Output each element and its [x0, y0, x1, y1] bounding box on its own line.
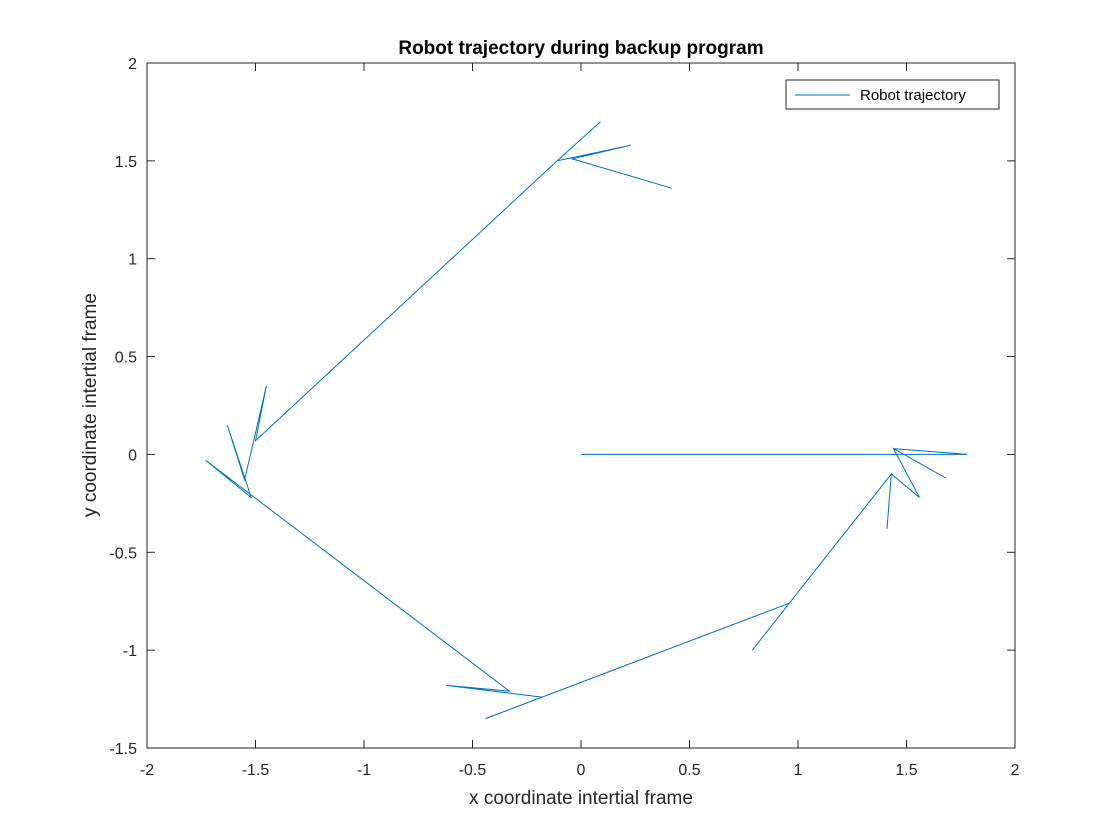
y-tick-label: -0.5 — [109, 545, 137, 562]
x-tick-label: 0 — [577, 762, 586, 779]
x-tick-label: 2 — [1011, 762, 1020, 779]
y-tick-label: 0.5 — [115, 350, 137, 367]
x-tick-label: 1.5 — [895, 762, 917, 779]
legend-entry-label: Robot trajectory — [860, 87, 966, 104]
x-tick-label: 0.5 — [678, 762, 700, 779]
y-tick-label: -1 — [123, 643, 137, 660]
x-tick-label: -1 — [357, 762, 371, 779]
y-tick-label: -1.5 — [109, 741, 137, 758]
series-line-robot-trajectory — [205, 121, 968, 720]
legend: Robot trajectory — [785, 79, 1000, 110]
x-axis-label: x coordinate intertial frame — [469, 788, 693, 809]
series-group — [205, 121, 968, 720]
y-tick-labels: -1.5 -1 -0.5 0 0.5 1 1.5 2 — [109, 56, 137, 758]
y-tick-label: 0 — [128, 447, 137, 464]
chart-title: Robot trajectory during backup program — [398, 38, 763, 59]
x-tick-label: 1 — [794, 762, 803, 779]
x-tick-label: -0.5 — [459, 762, 487, 779]
y-tick-label: 1.5 — [115, 154, 137, 171]
y-axis-label: y coordinate intertial frame — [80, 293, 101, 517]
x-tick-label: -1.5 — [242, 762, 270, 779]
plot-area — [147, 63, 1015, 748]
plot-frame — [146, 62, 1016, 749]
y-tick-label: 2 — [128, 56, 137, 73]
x-tick-labels: -2 -1.5 -1 -0.5 0 0.5 1 1.5 2 — [140, 762, 1020, 779]
x-tick-label: -2 — [140, 762, 154, 779]
y-tick-label: 1 — [128, 252, 137, 269]
